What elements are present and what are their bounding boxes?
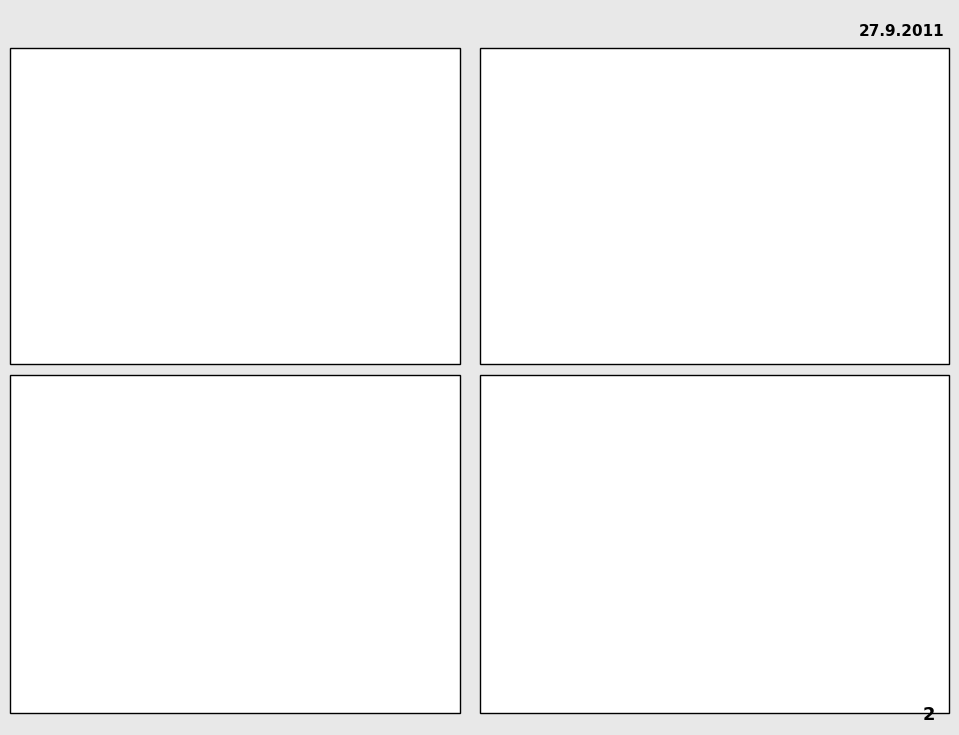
- Text: homologous pairs: homologous pairs: [235, 203, 297, 209]
- Text: chromosomů, změna intenzity proteosyntézy: chromosomů, změna intenzity proteosyntéz…: [57, 631, 324, 645]
- Bar: [625, 126, 640, 190]
- Text: Gamete
formation: Gamete formation: [18, 288, 62, 307]
- Bar: [836, 212, 850, 282]
- Text: estery kyseliny metansulfonové: estery kyseliny metansulfonové: [525, 456, 713, 470]
- Text: 8: 8: [919, 695, 926, 704]
- Text: polymerace DNA podle matrice: polymerace DNA podle matrice: [57, 537, 242, 550]
- Text: Fyzikální: Fyzikální: [57, 415, 107, 429]
- Text: ❯: ❯: [494, 606, 503, 618]
- Bar: [150, 228, 154, 253]
- Text: ❯: ❯: [494, 414, 503, 427]
- Text: ❯: ❯: [494, 478, 503, 491]
- Text: segregace: segregace: [841, 254, 896, 265]
- Bar: [760, 126, 773, 190]
- Bar: [795, 126, 808, 190]
- Text: ❯: ❯: [494, 435, 503, 448]
- Bar: [662, 225, 675, 282]
- Bar: [777, 126, 791, 190]
- Text: Rekombinace, segregace - nástroje genetické variability: Rekombinace, segregace - nástroje geneti…: [18, 57, 332, 68]
- Text: ❯: ❯: [494, 542, 503, 554]
- Text: B: B: [718, 140, 726, 151]
- Text: 27.9.2011: 27.9.2011: [858, 24, 944, 38]
- Text: halogenderiváty alifatických uhlovodíků: halogenderiváty alifatických uhlovodíků: [525, 542, 760, 556]
- Bar: [644, 212, 657, 282]
- Text: Fragmentace DNA  →ztráta nebo přestavba částí: Fragmentace DNA →ztráta nebo přestavba č…: [28, 609, 316, 622]
- Text: Mechanismus účinku mutagenů:: Mechanismus účinku mutagenů:: [28, 490, 220, 504]
- Bar: [526, 126, 542, 190]
- Text: c: c: [651, 293, 656, 301]
- Bar: [133, 228, 139, 253]
- Text: – různé typy záření (UV, paprsky X …): – různé typy záření (UV, paprsky X …): [135, 415, 363, 429]
- Bar: [546, 234, 558, 282]
- Bar: [548, 126, 563, 190]
- Text: Meiosis: Meiosis: [182, 87, 216, 96]
- Bar: [770, 234, 784, 282]
- Text: aromatické a heterocyklické primární,: aromatické a heterocyklické primární,: [525, 606, 749, 618]
- Bar: [285, 228, 290, 253]
- Bar: [643, 126, 657, 190]
- Text: Chemické: Chemické: [57, 440, 115, 453]
- Text: azobarviva: azobarviva: [525, 648, 589, 661]
- Text: sekvenci →změna  AMK sekvence proteinu: sekvenci →změna AMK sekvence proteinu: [57, 584, 308, 597]
- Text: akridinová barviva: akridinová barviva: [525, 670, 635, 682]
- Text: 2): 2): [28, 440, 47, 453]
- Text: A: A: [588, 140, 595, 151]
- Text: 2: 2: [923, 706, 935, 724]
- FancyBboxPatch shape: [499, 123, 930, 351]
- Bar: [314, 228, 319, 253]
- Text: Crossover
between
homologous
chromosomes: Crossover between homologous chromosomes: [18, 223, 82, 263]
- Text: Mutageny: Mutageny: [196, 384, 274, 398]
- Text: substituované polycyklické aromatické uhlovodíky: substituované polycyklické aromatické uh…: [525, 584, 822, 597]
- Text: 5: 5: [431, 348, 437, 357]
- Text: Meióza: rekombinace, segregace - nástroje
genetické variability: Meióza: rekombinace, segregace - nástroj…: [579, 56, 850, 84]
- Text: Nejvýznamnější genotoxiny: Nejvýznamnější genotoxiny: [607, 384, 822, 398]
- Text: N-nitrososloučeniny a halogennitrososloučeniny: N-nitrososloučeniny a halogennitrososlou…: [525, 435, 807, 448]
- Text: ACPGCATCGCGTRINCG
...CGCLATUIN...
BUTYACYCAGECGATATCG
TGAGATAGACLALTUIN: ACPGCATCGCGTRINCG ...CGCLATUIN... BUTYAC…: [181, 133, 236, 155]
- Bar: [195, 228, 199, 253]
- Text: ❯: ❯: [494, 456, 503, 470]
- Bar: [661, 126, 675, 190]
- Text: – látky alkylující, silně oxidující, deaminující,: – látky alkylující, silně oxidující, dea…: [135, 440, 400, 453]
- Text: C: C: [783, 214, 789, 223]
- Text: Duplication: Duplication: [18, 122, 70, 132]
- Bar: [178, 228, 184, 253]
- Bar: [223, 228, 229, 253]
- Text: ❯: ❯: [494, 563, 503, 576]
- Text: epoxidy: epoxidy: [525, 520, 571, 533]
- Text: ❯: ❯: [494, 648, 503, 661]
- Text: ❯: ❯: [494, 499, 503, 512]
- Text: a: a: [543, 293, 548, 301]
- Text: a b: a b: [529, 198, 544, 207]
- Text: ❯: ❯: [494, 520, 503, 533]
- Text: 1): 1): [28, 415, 47, 429]
- Text: analogy dusíkatých bází …): analogy dusíkatých bází …): [57, 462, 220, 475]
- Text: sekundární a terciální aminy: sekundární a terciální aminy: [525, 627, 704, 639]
- Text: polycyklické aromatické uhlovodíky: polycyklické aromatické uhlovodíky: [525, 563, 734, 576]
- Text: ❯: ❯: [494, 584, 503, 597]
- Text: yperit (sirný, dusíkatý): yperit (sirný, dusíkatý): [525, 478, 659, 491]
- Text: alkylsulfáty: alkylsulfáty: [525, 414, 592, 427]
- Text: ❯: ❯: [494, 670, 503, 682]
- Text: Tvorba nestandardních chemických vazeb → znemožnění: Tvorba nestandardních chemických vazeb →…: [28, 515, 366, 528]
- Bar: [269, 228, 274, 253]
- Text: d: d: [757, 293, 762, 301]
- Text: rekombinace: rekombinace: [841, 155, 909, 165]
- Bar: [752, 218, 765, 282]
- Text: Nestandardní párování nukleotidů, změna nukleotidů v DNA: Nestandardní párování nukleotidů, změna …: [28, 562, 384, 576]
- Text: CGCRINCK
..CATLUIN..
CGATATCG
COATATCG: CGCRINCK ..CATLUIN.. CGATATCG COATATCG: [289, 133, 320, 155]
- Text: 7: 7: [431, 695, 437, 704]
- Bar: [812, 126, 827, 190]
- Text: 6: 6: [919, 346, 926, 356]
- Text: a a b b: a a b b: [637, 198, 667, 207]
- Bar: [240, 228, 245, 253]
- Text: b: b: [833, 293, 839, 301]
- Text: aldehydy: aldehydy: [525, 499, 578, 512]
- Bar: [679, 126, 692, 190]
- Bar: [330, 228, 335, 253]
